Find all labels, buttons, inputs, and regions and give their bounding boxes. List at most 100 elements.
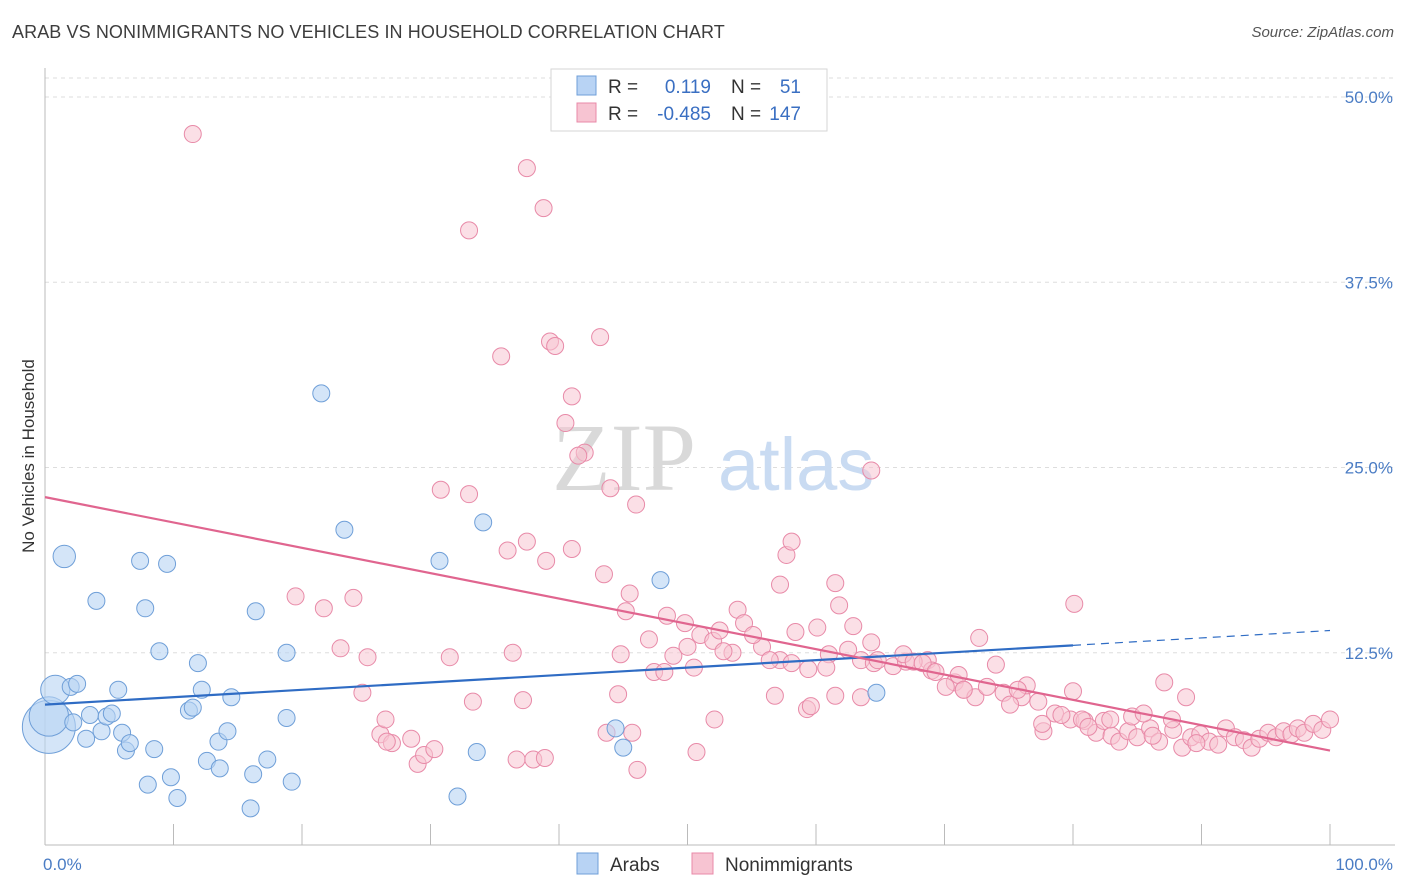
nonimmigrants-point (808, 618, 827, 637)
chart-title: ARAB VS NONIMMIGRANTS NO VEHICLES IN HOU… (12, 22, 725, 42)
x-tick-label: 0.0% (43, 855, 82, 874)
nonimmigrants-point (786, 623, 805, 642)
nonimmigrants-point (507, 750, 526, 769)
nonimmigrants-point (1143, 726, 1162, 745)
arabs-point (277, 643, 296, 662)
nonimmigrants-point (402, 729, 421, 748)
nonimmigrants-point (463, 692, 482, 711)
legend-n-label-nonimmigrants: N = (731, 104, 761, 125)
arabs-point (77, 729, 96, 748)
arabs-point (258, 750, 277, 769)
nonimmigrants-point (1029, 692, 1048, 711)
arabs-point (158, 554, 177, 573)
nonimmigrants-point (498, 541, 517, 560)
tick-labels: 12.5% 25.0% 37.5% 50.0% 0.0% 100.0% (43, 88, 1393, 874)
arabs-point (335, 520, 354, 539)
nonimmigrants-point (1052, 705, 1071, 724)
arabs-point (150, 642, 169, 661)
nonimmigrants-point (562, 387, 581, 406)
nonimmigrants-point (440, 648, 459, 667)
nonimmigrants-point (460, 221, 479, 240)
legend-n-value-nonimmigrants: 147 (769, 104, 801, 125)
nonimmigrants-point (639, 630, 658, 649)
nonimmigrants-point (1177, 688, 1196, 707)
nonimmigrants-point (714, 642, 733, 661)
nonimmigrants-point (377, 732, 396, 751)
arabs-point (120, 734, 139, 753)
arabs-point (218, 722, 237, 741)
nonimmigrants-point (594, 565, 613, 584)
nonimmigrants-point (801, 697, 820, 716)
legend-swatch-arabs (576, 75, 597, 96)
arabs-point (246, 602, 265, 621)
arabs-point (467, 743, 486, 762)
y-tick-label: 50.0% (1345, 88, 1393, 107)
nonimmigrants-point (562, 540, 581, 559)
arabs-point (183, 698, 202, 717)
arabs-point (651, 571, 670, 590)
nonimmigrants-point (1064, 682, 1082, 701)
nonimmigrants-point (862, 633, 881, 652)
arabs-point (131, 551, 150, 570)
nonimmigrants-point (1033, 714, 1052, 733)
y-tick-label: 37.5% (1345, 273, 1393, 292)
arabs-point (430, 551, 449, 570)
x-tick-label: 100.0% (1335, 855, 1393, 874)
nonimmigrants-trend-line (44, 496, 1331, 752)
nonimmigrants-point (664, 646, 683, 665)
nonimmigrants-point (826, 574, 845, 593)
arabs-point (80, 705, 99, 724)
legend-r-label-nonimmigrants: R = (608, 104, 638, 125)
arabs-point (145, 740, 164, 759)
nonimmigrants-point (514, 691, 533, 710)
bottom-legend-label-nonimmigrants: Nonimmigrants (725, 855, 853, 876)
nonimmigrants-point (503, 643, 522, 662)
bottom-legend-swatch-arabs (576, 852, 599, 875)
nonimmigrants-point (591, 328, 610, 347)
nonimmigrants-point (782, 654, 801, 673)
legend-r-label-arabs: R = (608, 77, 638, 98)
nonimmigrants-point (609, 685, 628, 704)
nonimmigrants-point (970, 628, 989, 647)
nonimmigrants-point (936, 677, 955, 696)
arabs-point (161, 768, 180, 787)
nonimmigrants-point (425, 740, 444, 759)
arabs-point (277, 708, 296, 727)
arabs-point (241, 799, 260, 818)
nonimmigrants-point (655, 663, 674, 682)
nonimmigrants-point (620, 584, 639, 603)
arabs-point (210, 759, 229, 778)
bottom-legend: Arabs Nonimmigrants (576, 852, 853, 876)
nonimmigrants-point (569, 446, 588, 465)
arabs-trend-extension (1072, 629, 1331, 646)
nonimmigrants-point (986, 655, 1005, 674)
watermark: ZIP atlas (552, 404, 874, 511)
arabs-point (188, 654, 207, 673)
nonimmigrants-point (431, 480, 450, 499)
y-axis-title: No Vehicles in Household (19, 359, 38, 553)
arabs-point (136, 599, 155, 618)
nonimmigrants-point (601, 479, 620, 498)
arabs-point (448, 787, 467, 806)
arabs-point (474, 513, 493, 532)
legend-frame (550, 68, 828, 132)
nonimmigrants-point (556, 414, 575, 433)
nonimmigrants-point (460, 485, 479, 504)
arabs-point (64, 713, 83, 732)
nonimmigrants-point (678, 637, 697, 656)
nonimmigrants-point (1001, 695, 1020, 714)
legend-box: R = 0.119 N = 51 R = -0.485 N = 147 (550, 68, 828, 132)
grid-layer (45, 77, 1395, 654)
arabs-point (282, 772, 301, 791)
legend-r-value-nonimmigrants: -0.485 (657, 104, 711, 125)
nonimmigrants-point (286, 587, 305, 606)
nonimmigrants-point (546, 336, 565, 355)
nonimmigrants-point (344, 588, 363, 607)
arabs-point (109, 680, 128, 699)
nonimmigrants-point (314, 599, 333, 618)
nonimmigrants-point (517, 159, 536, 178)
nonimmigrants-point (851, 688, 870, 707)
nonimmigrants-point (353, 683, 372, 702)
legend-r-value-arabs: 0.119 (665, 77, 711, 98)
